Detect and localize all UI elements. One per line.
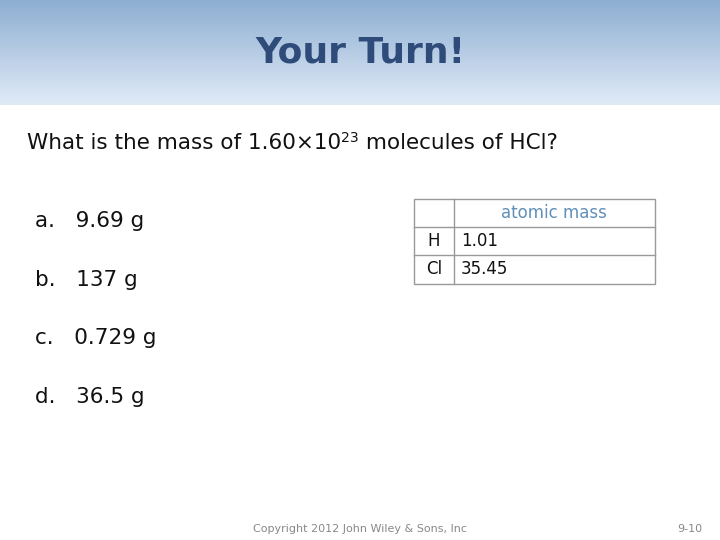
Text: What is the mass of 1.60×10: What is the mass of 1.60×10 [27, 133, 341, 153]
Text: molecules of HCl?: molecules of HCl? [359, 133, 558, 153]
Text: 9-10: 9-10 [677, 524, 702, 534]
Text: atomic mass: atomic mass [501, 204, 608, 222]
Text: H: H [428, 232, 440, 250]
Text: Copyright 2012 John Wiley & Sons, Inc: Copyright 2012 John Wiley & Sons, Inc [253, 524, 467, 534]
Text: Cl: Cl [426, 260, 442, 279]
Text: 23: 23 [341, 131, 359, 145]
Text: 1.01: 1.01 [461, 232, 498, 250]
Text: b.   137 g: b. 137 g [35, 269, 138, 289]
Text: d.   36.5 g: d. 36.5 g [35, 387, 144, 407]
Text: a.   9.69 g: a. 9.69 g [35, 211, 144, 231]
Text: 35.45: 35.45 [461, 260, 508, 279]
Bar [414, 199, 655, 284]
Text: c.   0.729 g: c. 0.729 g [35, 328, 156, 348]
Text: Your Turn!: Your Turn! [255, 36, 465, 70]
